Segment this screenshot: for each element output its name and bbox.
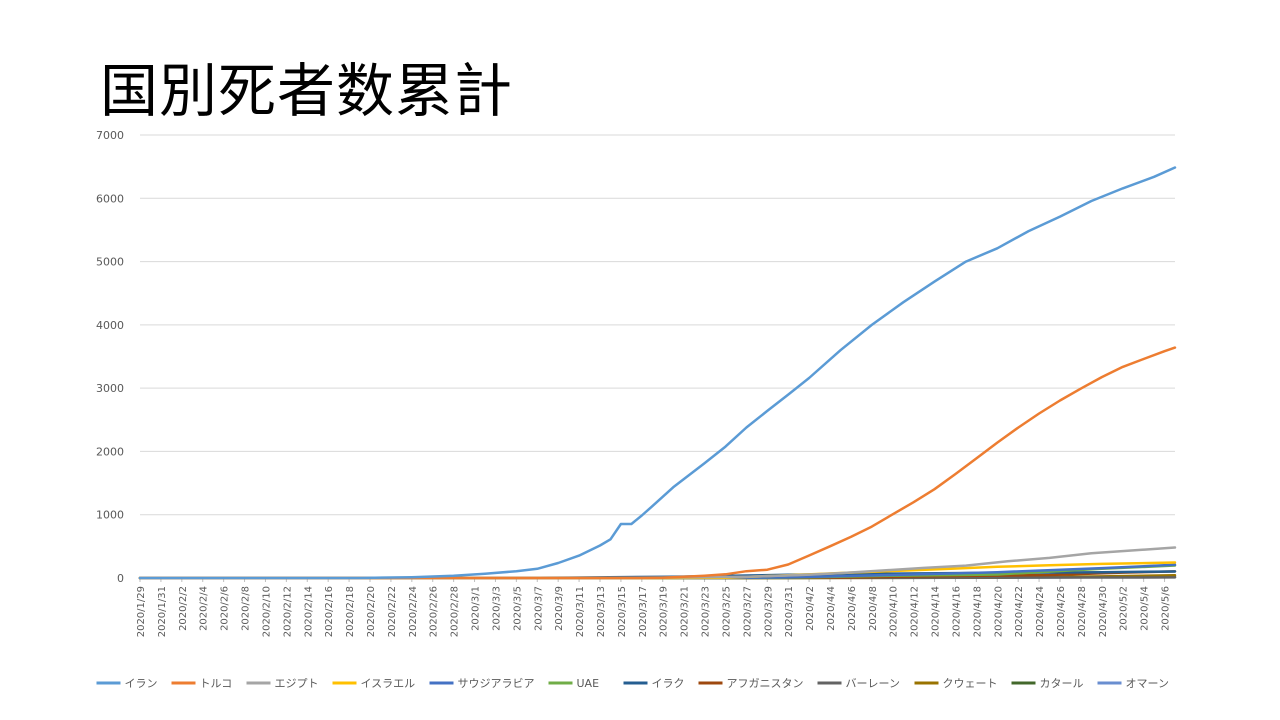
- y-tick-label: 3000: [96, 382, 124, 395]
- x-tick-label: 2020/2/18: [345, 586, 356, 637]
- x-tick-label: 2020/1/29: [136, 586, 147, 637]
- legend-entry: トルコ: [200, 677, 233, 690]
- legend-entry: イラン: [125, 677, 158, 690]
- y-tick-label: 0: [117, 572, 124, 585]
- x-tick-label: 2020/2/22: [387, 586, 398, 637]
- x-tick-label: 2020/4/14: [931, 586, 942, 637]
- x-tick-label: 2020/4/24: [1035, 586, 1046, 637]
- y-tick-label: 6000: [96, 192, 124, 205]
- x-tick-label: 2020/4/10: [889, 586, 900, 637]
- x-tick-label: 2020/4/30: [1098, 586, 1109, 637]
- y-tick-label: 1000: [96, 509, 124, 522]
- x-tick-label: 2020/3/15: [617, 586, 628, 637]
- x-tick-label: 2020/3/21: [680, 586, 691, 637]
- x-tick-label: 2020/5/6: [1161, 586, 1172, 631]
- x-tick-label: 2020/2/8: [241, 586, 252, 631]
- x-tick-label: 2020/4/20: [993, 586, 1004, 637]
- x-tick-label: 2020/3/29: [763, 586, 774, 637]
- x-tick-label: 2020/3/5: [512, 586, 523, 631]
- x-tick-label: 2020/2/20: [366, 586, 377, 637]
- x-tick-label: 2020/3/7: [533, 586, 544, 631]
- chart-gridlines: [140, 134, 1175, 579]
- legend-entry: カタール: [1040, 677, 1084, 690]
- x-tick-label: 2020/3/9: [554, 586, 565, 631]
- x-tick-label: 2020/2/26: [429, 586, 440, 637]
- legend-entry: エジプト: [275, 677, 319, 690]
- series-line: [138, 166, 1177, 580]
- legend-entry: クウェート: [943, 677, 998, 690]
- x-tick-label: 2020/3/25: [721, 586, 732, 637]
- x-tick-label: 2020/3/23: [701, 586, 712, 637]
- legend-entry: サウジアラビア: [458, 677, 535, 690]
- x-tick-label: 2020/3/27: [742, 586, 753, 637]
- legend-entry: UAE: [577, 677, 600, 690]
- x-tick-label: 2020/4/26: [1056, 586, 1067, 637]
- x-tick-label: 2020/3/31: [784, 586, 795, 637]
- chart-legend: イラン トルコ エジプト イスラエル サウジアラビア UAE イラク アフガニスタン バーレーン…: [96, 677, 1169, 690]
- x-tick-label: 2020/3/19: [659, 586, 670, 637]
- x-tick-label: 2020/4/18: [972, 586, 983, 637]
- y-tick-label: 2000: [96, 445, 124, 458]
- x-tick-label: 2020/2/4: [199, 586, 210, 631]
- legend-entry: バーレーン: [846, 677, 900, 690]
- series-line: [138, 346, 1177, 580]
- legend-entry: アフガニスタン: [727, 677, 804, 690]
- y-tick-label: 5000: [96, 256, 124, 269]
- x-tick-label: 2020/4/4: [826, 586, 837, 631]
- x-tick-label: 2020/2/12: [282, 586, 293, 637]
- y-tick-label: 7000: [96, 129, 124, 142]
- x-tick-label: 2020/4/28: [1077, 586, 1088, 637]
- legend-entry: オマーン: [1126, 677, 1169, 690]
- x-tick-label: 2020/2/16: [324, 586, 335, 637]
- x-tick-label: 2020/4/2: [805, 586, 816, 631]
- x-tick-label: 2020/2/10: [261, 586, 272, 637]
- legend-entry: イラク: [652, 677, 685, 690]
- series-lines: [138, 166, 1177, 580]
- x-tick-label: 2020/3/1: [471, 586, 482, 631]
- x-tick-label: 2020/3/3: [491, 586, 502, 631]
- x-tick-label: 2020/2/6: [220, 586, 231, 631]
- x-tick-label: 2020/3/11: [575, 586, 586, 637]
- x-tick-label: 2020/2/2: [178, 586, 189, 631]
- x-tick-label: 2020/4/16: [951, 586, 962, 637]
- x-tick-label: 2020/5/2: [1119, 586, 1130, 631]
- x-tick-label: 2020/2/24: [408, 586, 419, 637]
- x-tick-label: 2020/4/22: [1014, 586, 1025, 637]
- x-tick-label: 2020/4/8: [868, 586, 879, 631]
- y-axis-ticks: 0 1000 2000 3000 4000 5000 6000 7000: [96, 129, 124, 585]
- slide-title: 国別死者数累計: [100, 57, 514, 125]
- x-tick-label: 2020/2/14: [303, 586, 314, 637]
- x-tick-label: 2020/4/12: [910, 586, 921, 637]
- x-axis-ticks: 2020/1/29 2020/1/31 2020/2/2 2020/2/4 2020/2…: [136, 578, 1172, 637]
- x-tick-label: 2020/3/17: [638, 586, 649, 637]
- x-tick-label: 2020/4/6: [847, 586, 858, 631]
- x-tick-label: 2020/5/4: [1140, 586, 1151, 631]
- x-tick-label: 2020/3/13: [596, 586, 607, 637]
- x-tick-label: 2020/1/31: [157, 586, 168, 637]
- x-tick-label: 2020/2/28: [450, 586, 461, 637]
- y-tick-label: 4000: [96, 319, 124, 332]
- legend-entry: イスラエル: [361, 677, 416, 690]
